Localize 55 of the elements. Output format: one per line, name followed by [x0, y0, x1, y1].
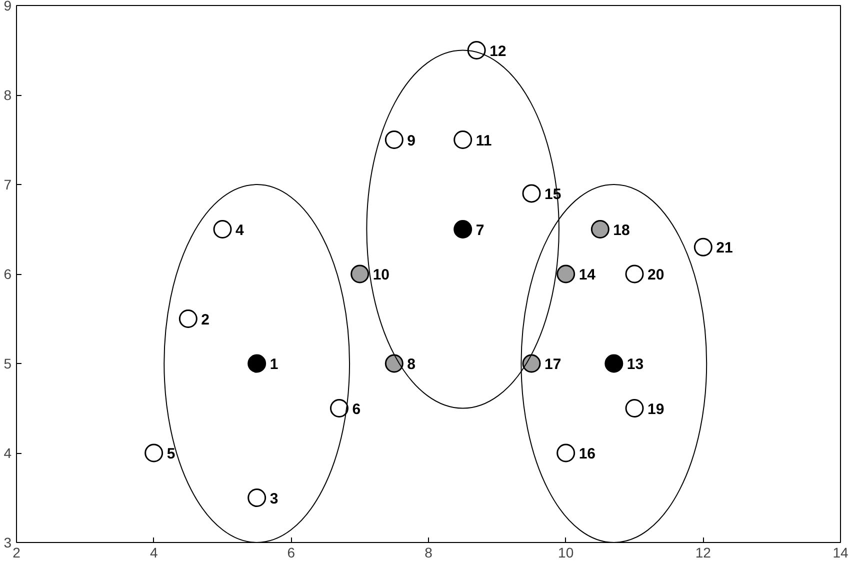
point: [590, 220, 610, 238]
x-tick-label: 14: [832, 544, 848, 560]
point: [467, 41, 486, 60]
annotation: 9: [407, 132, 416, 150]
x-tick-label: 6: [287, 544, 296, 560]
point: [694, 238, 712, 256]
y-tick-label: 9: [4, 0, 12, 14]
annotation: 14: [578, 266, 596, 284]
point: [556, 444, 576, 462]
annotation: 11: [476, 132, 492, 150]
annotation: 16: [578, 446, 596, 462]
point: [604, 354, 624, 373]
annotation: 19: [648, 400, 664, 418]
y-tick-label: 6: [4, 266, 12, 282]
annotation: 4: [236, 222, 244, 239]
x-tick-label: 10: [558, 544, 574, 560]
annotation: 5: [166, 446, 176, 462]
point: [625, 399, 644, 418]
x-tick-label: 12: [695, 544, 712, 560]
annotation: 17: [544, 356, 562, 373]
annotation: 3: [270, 490, 278, 508]
point: [384, 130, 404, 149]
point: [330, 399, 348, 418]
annotation: 2: [201, 311, 210, 328]
y-tick-label: 7: [4, 176, 12, 192]
annotation: 7: [476, 222, 484, 239]
point: [350, 264, 370, 284]
y-tick-label: 8: [4, 87, 12, 103]
x-tick-label: 2: [12, 544, 21, 560]
annotation: 8: [407, 356, 416, 373]
annotation: 21: [716, 240, 733, 257]
annotation: 13: [626, 356, 644, 373]
point: [522, 184, 541, 203]
point: [248, 488, 266, 507]
point: [384, 354, 404, 373]
annotation: 18: [613, 222, 630, 239]
annotation: 6: [352, 400, 361, 418]
point: [625, 264, 644, 284]
x-tick-label: 8: [424, 544, 433, 560]
point: [144, 444, 164, 462]
point: [213, 220, 232, 238]
annotation: 10: [372, 266, 390, 284]
annotation: 20: [648, 266, 664, 284]
y-tick-label: 4: [4, 445, 12, 461]
point: [556, 264, 576, 284]
point: [522, 354, 541, 373]
point: [454, 220, 472, 238]
y-tick-label: 3: [4, 534, 12, 550]
y-tick-label: 5: [4, 356, 12, 372]
point: [248, 354, 266, 373]
annotation: 1: [270, 356, 278, 373]
point: [454, 130, 472, 149]
x-tick-label: 4: [150, 544, 158, 560]
annotation: 12: [490, 42, 506, 60]
point: [178, 310, 198, 328]
